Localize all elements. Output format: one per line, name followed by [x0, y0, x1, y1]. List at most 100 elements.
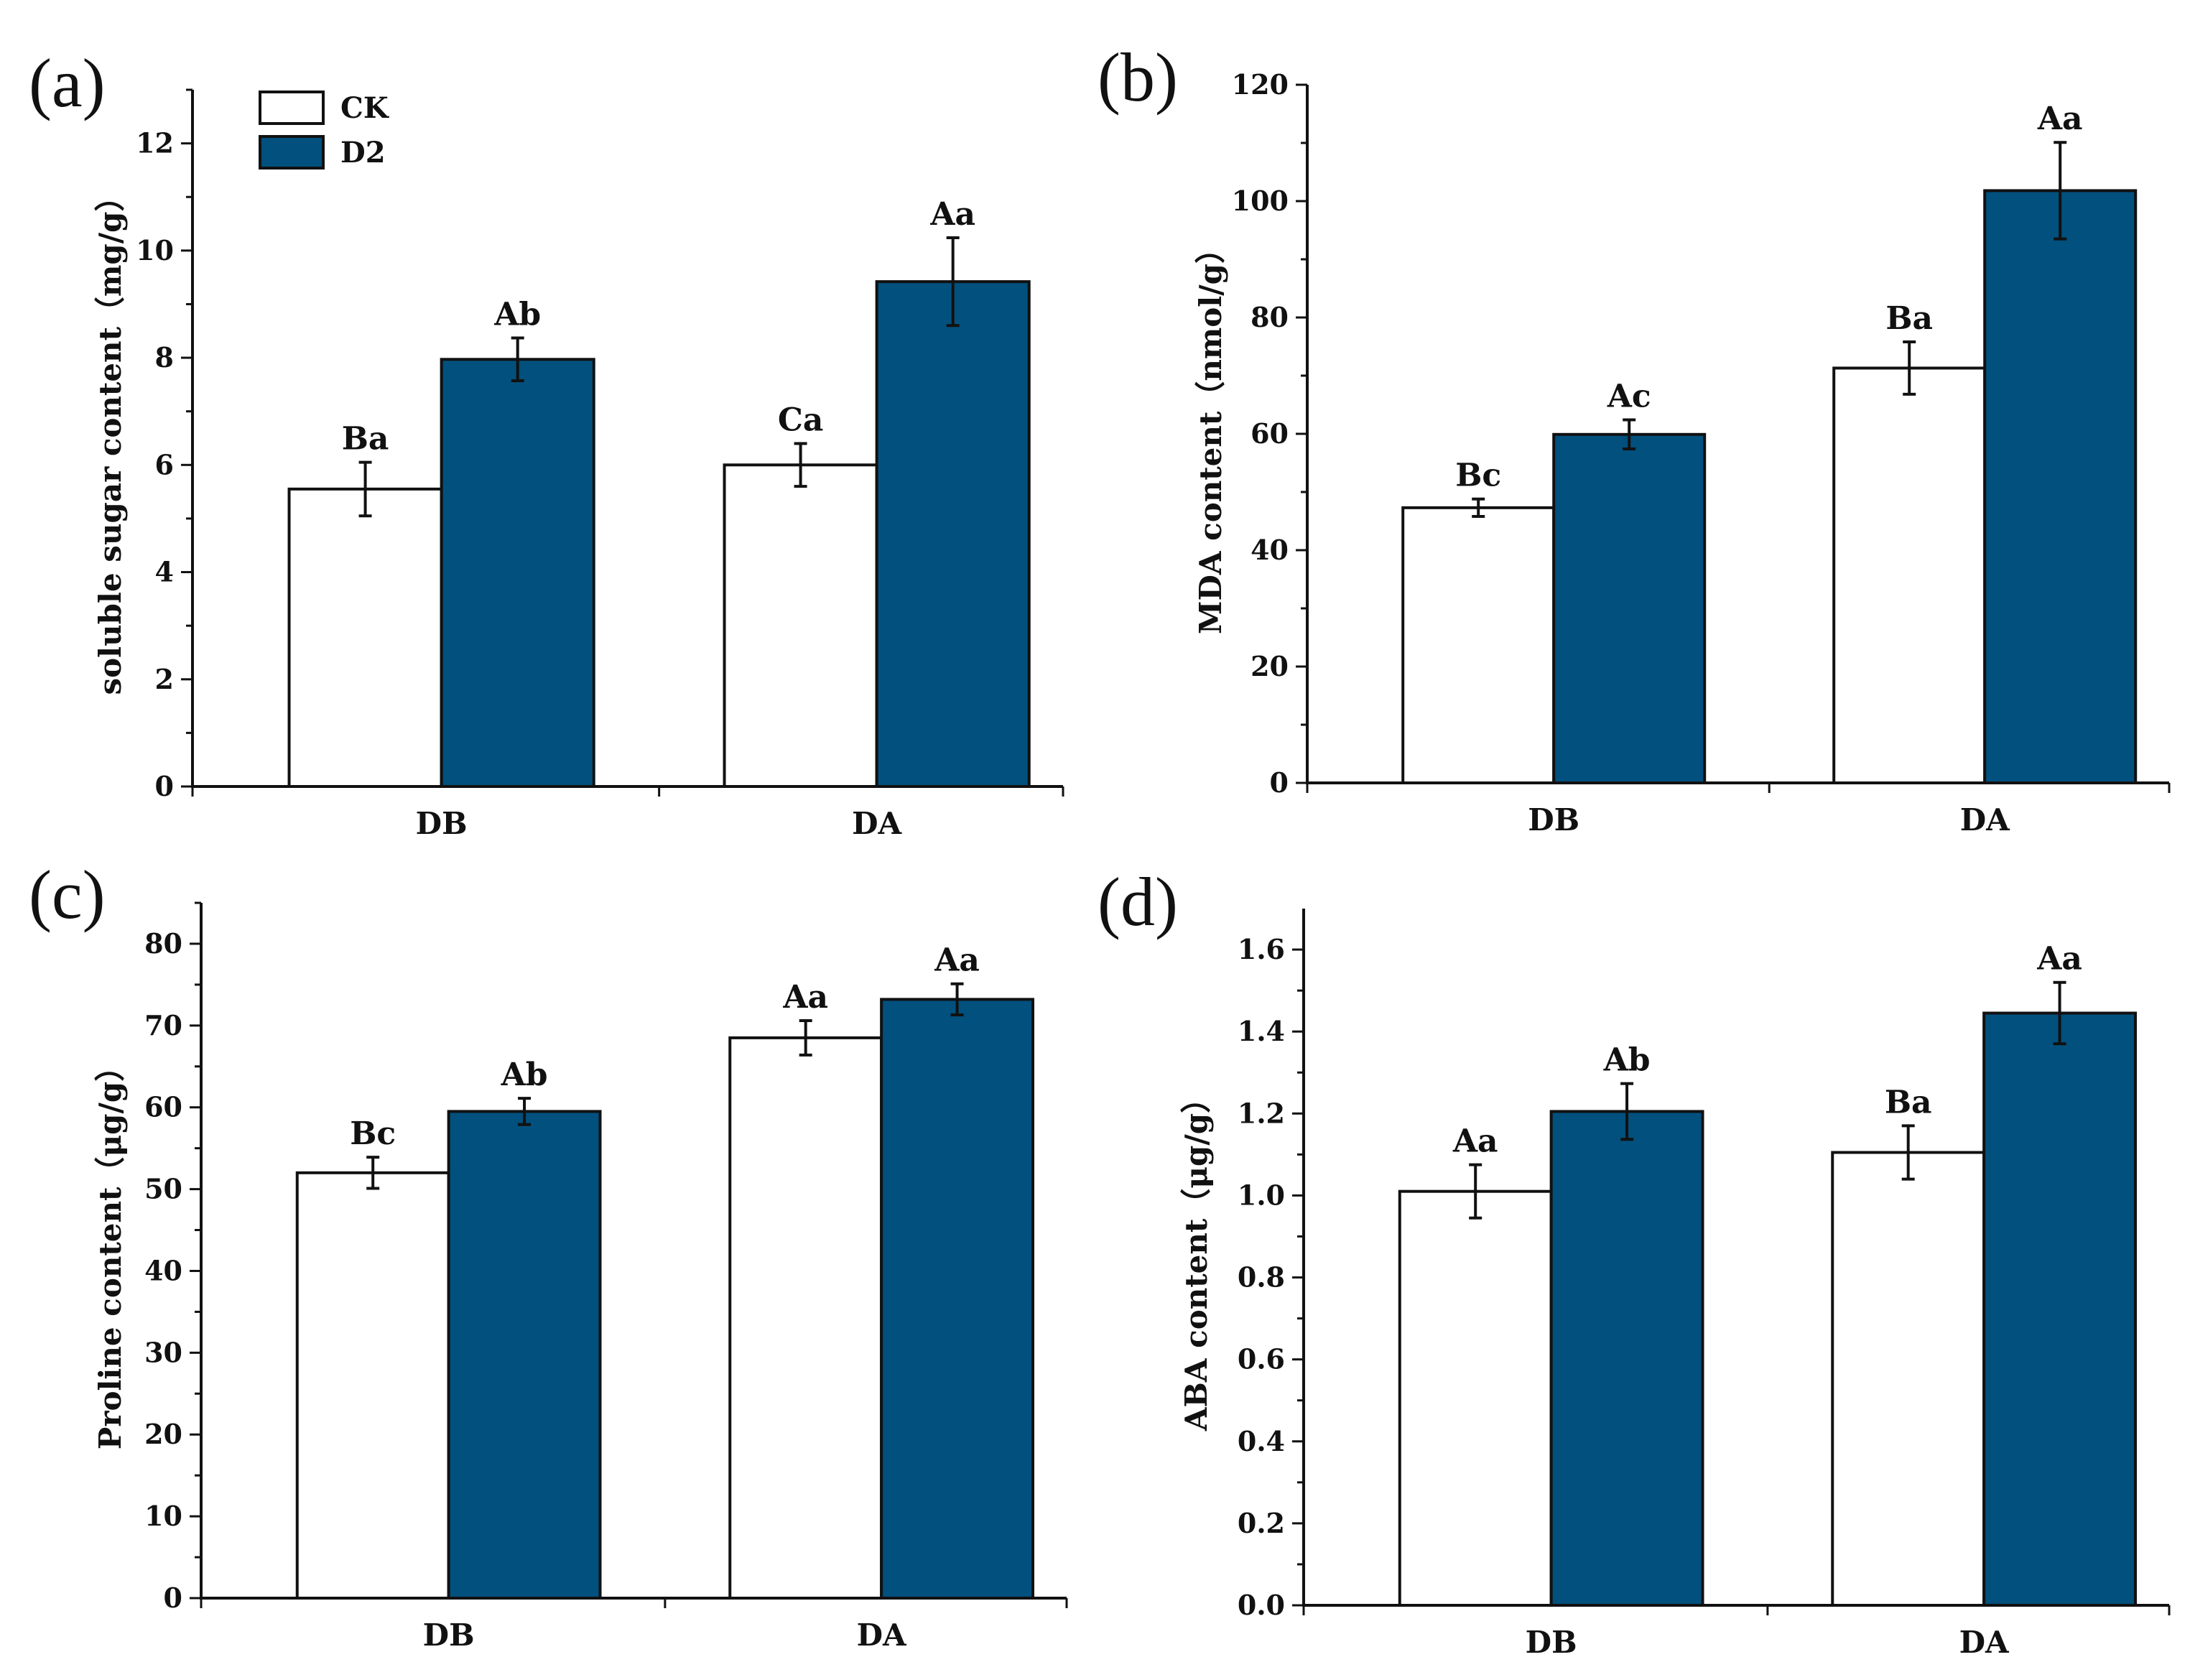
error-bar-D2-DB [518, 1097, 532, 1126]
legend-swatch-CK [259, 91, 325, 125]
y-tick-label: 120 [1232, 68, 1289, 101]
x-tick-label: DB [423, 1618, 475, 1653]
error-bar-CK-DB [1472, 497, 1485, 519]
significance-label: Ca [778, 402, 824, 438]
y-tick-label: 30 [144, 1336, 182, 1368]
y-tick-label: 50 [144, 1173, 182, 1205]
y-tick-label: 10 [144, 1500, 182, 1532]
panel-label: (c) [29, 856, 106, 933]
y-tick-label: 100 [1232, 185, 1289, 217]
y-tick-label: 40 [1251, 534, 1289, 566]
x-tick-label: DA [852, 806, 902, 841]
significance-label: Bc [1455, 458, 1501, 494]
error-bar-D2-DA [2054, 141, 2067, 241]
significance-label: Aa [2037, 101, 2083, 137]
y-tick-label: 2 [155, 663, 174, 695]
y-tick-label: 0 [1270, 766, 1289, 799]
y-tick-label: 80 [144, 927, 182, 960]
significance-label: Aa [1452, 1123, 1498, 1160]
x-tick-label: DA [1959, 1625, 2010, 1660]
y-tick-label: 4 [155, 556, 174, 588]
error-bar-D2-DB [1623, 418, 1636, 451]
y-tick-label: 1.4 [1238, 1015, 1285, 1047]
y-tick-label: 70 [144, 1009, 182, 1041]
significance-label: Ab [1603, 1042, 1651, 1079]
y-tick-label: 20 [144, 1418, 182, 1450]
error-bar-CK-DA [794, 442, 807, 488]
legend: CK D2 [259, 91, 389, 170]
y-tick-label: 40 [144, 1254, 182, 1286]
bar-D2-DA [880, 998, 1035, 1600]
error-bar-D2-DA [946, 236, 960, 328]
error-bar-CK-DA [1901, 1124, 1915, 1181]
bar-D2-DB [447, 1110, 602, 1600]
y-tick-label: 0.0 [1238, 1589, 1285, 1621]
y-tick-label: 60 [144, 1091, 182, 1123]
significance-label: Ba [342, 421, 389, 458]
bar-CK-DA [1831, 1151, 1986, 1607]
significance-label: Ab [493, 296, 541, 333]
y-axis-label: soluble sugar content（mg/g） [93, 181, 128, 695]
panel-label: (d) [1098, 863, 1178, 940]
bar-D2-DB [440, 358, 595, 789]
significance-label: Ac [1607, 379, 1651, 415]
legend-label-CK: CK [340, 91, 389, 125]
bar-CK-DB [295, 1171, 450, 1600]
bar-CK-DB [287, 487, 443, 789]
chart-panel-1: (a) soluble sugar content（mg/g） Ba Ca Ab Aa 0 2… [29, 45, 1064, 841]
legend-label-D2: D2 [340, 136, 386, 170]
chart-panel-3: (c) Proline content（μg/g） Bc Aa Ab Aa 0 10 20 30 4… [29, 856, 1068, 1653]
y-tick-label: 80 [1251, 301, 1289, 333]
error-bar-CK-DB [358, 460, 372, 518]
bar-CK-DB [1398, 1189, 1553, 1607]
y-tick-label: 1.6 [1238, 933, 1285, 965]
y-tick-label: 6 [155, 448, 174, 481]
y-axis-label: Proline content（μg/g） [93, 1052, 128, 1450]
bar-D2-DA [1983, 189, 2138, 785]
bar-CK-DA [728, 1036, 883, 1600]
y-tick-label: 0.4 [1238, 1425, 1285, 1457]
y-tick-label: 0 [164, 1582, 182, 1614]
bar-D2-DA [1982, 1011, 2138, 1607]
significance-label: Aa [934, 942, 980, 979]
bar-CK-DA [1832, 366, 1987, 784]
bar-D2-DA [875, 280, 1031, 789]
y-tick-label: 0.8 [1238, 1261, 1285, 1294]
y-tick-label: 0 [155, 770, 174, 802]
bar-CK-DB [1401, 506, 1556, 784]
bar-D2-DB [1549, 1110, 1704, 1607]
error-bar-CK-DA [799, 1018, 812, 1057]
significance-label: Aa [929, 196, 975, 233]
x-tick-label: DB [1526, 1625, 1577, 1660]
y-axis-label: ABA content（μg/g） [1179, 1083, 1214, 1431]
y-tick-label: 0.2 [1238, 1507, 1285, 1539]
x-tick-label: DA [1960, 802, 2010, 837]
x-tick-label: DA [857, 1618, 907, 1653]
bar-D2-DB [1552, 432, 1707, 784]
y-tick-label: 60 [1251, 417, 1289, 450]
y-tick-label: 1.0 [1238, 1179, 1285, 1211]
error-bar-CK-DA [1903, 340, 1916, 396]
significance-label: Aa [782, 979, 828, 1016]
x-tick-label: DB [1528, 802, 1579, 837]
error-bar-CK-DB [366, 1156, 380, 1190]
panel-label: (a) [29, 45, 106, 121]
chart-panel-2: (b) MDA content（nmol/g） Bc Ba Ac Aa 0 20 40 60 80 1… [1098, 39, 2171, 837]
significance-label: Ab [501, 1057, 548, 1093]
panel-label: (b) [1098, 39, 1178, 116]
chart-panel-4: (d) ABA content（μg/g） Aa Ba Ab Aa 0.0 0.2 0.4 0.6… [1098, 863, 2171, 1660]
error-bar-D2-DA [950, 982, 964, 1017]
significance-label: Aa [2036, 941, 2082, 978]
y-tick-label: 12 [136, 127, 174, 159]
bar-CK-DA [723, 463, 878, 788]
significance-label: Ba [1885, 1084, 1932, 1120]
y-tick-label: 0.6 [1238, 1343, 1285, 1375]
y-axis-label: MDA content（nmol/g） [1193, 233, 1228, 634]
y-tick-label: 8 [155, 341, 174, 373]
error-bar-CK-DB [1469, 1163, 1483, 1220]
y-tick-label: 1.2 [1238, 1097, 1285, 1129]
significance-label: Bc [350, 1115, 396, 1152]
significance-label: Ba [1885, 300, 1933, 337]
y-tick-label: 20 [1251, 650, 1289, 682]
